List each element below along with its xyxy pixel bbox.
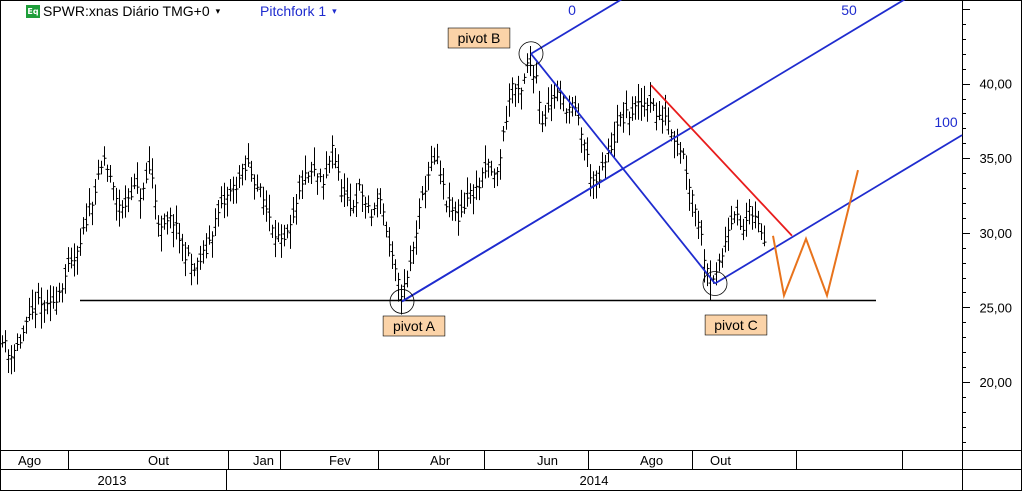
month-label: Out [148, 453, 169, 468]
price-tick-label: 20,00 [979, 375, 1012, 390]
ohlc-bars [0, 46, 767, 375]
resistance-trendline[interactable] [650, 84, 793, 237]
study-label: Pitchfork 1 [260, 3, 327, 19]
pitchfork-upper-line[interactable] [530, 0, 962, 55]
month-label: Jan [253, 453, 274, 468]
pivot-b-label-box [447, 27, 511, 49]
equity-icon: Eq [26, 4, 40, 18]
year-label: 2013 [98, 473, 127, 488]
symbol-selector[interactable]: Eq SPWR:xnas Diário TMG+0 ▾ [26, 2, 220, 20]
month-label: Abr [430, 453, 451, 468]
price-tick-label: 40,00 [979, 77, 1012, 92]
pivot-marker[interactable] [518, 41, 544, 67]
price-tick-label: 30,00 [979, 226, 1012, 241]
pivot-a-label[interactable]: pivot A [382, 315, 446, 337]
pivot-a-label-box [382, 315, 446, 337]
price-tick-label: 25,00 [979, 300, 1012, 315]
price-tick-label: 35,00 [979, 151, 1012, 166]
pitchfork-level-100: 100 [934, 114, 958, 130]
pivot-marker[interactable] [389, 289, 415, 314]
drawing-tools[interactable]: 0 50 100 pivot A pivot B pivot C [80, 0, 963, 337]
pitchfork-level-0: 0 [568, 2, 576, 18]
pitchfork-handle[interactable] [401, 167, 624, 303]
symbol-label: SPWR:xnas Diário TMG+0 [43, 3, 210, 19]
chevron-down-icon: ▾ [215, 5, 221, 16]
month-label: Fev [329, 453, 351, 468]
study-selector[interactable]: Pitchfork 1 ▾ [260, 2, 337, 20]
month-label: Ago [18, 453, 41, 468]
pivot-b-label[interactable]: pivot B [447, 27, 511, 49]
pivot-marker[interactable] [702, 271, 728, 296]
pivot-c-label-box [704, 314, 768, 336]
pitchfork-lower-line[interactable] [714, 134, 963, 285]
month-label: Out [710, 453, 731, 468]
year-label: 2014 [580, 473, 609, 488]
plot-area [0, 46, 767, 375]
pivot-b-label-text: pivot B [458, 30, 501, 46]
pivot-c-label[interactable]: pivot C [704, 314, 768, 336]
pivot-c-label-text: pivot C [714, 317, 758, 333]
pitchfork-level-50: 50 [841, 2, 857, 18]
chevron-down-icon: ▾ [332, 5, 337, 16]
month-label: Jun [537, 453, 558, 468]
month-label: Ago [640, 453, 663, 468]
w-pattern-projection[interactable] [772, 169, 859, 300]
pivot-a-label-text: pivot A [393, 318, 436, 334]
